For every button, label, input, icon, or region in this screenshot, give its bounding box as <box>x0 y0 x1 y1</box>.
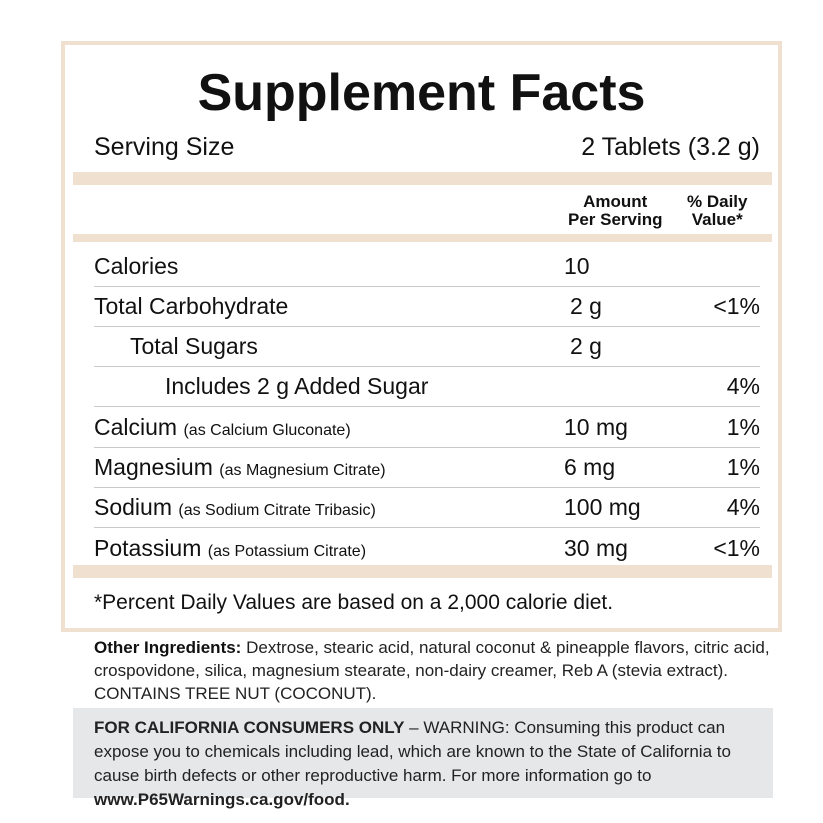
divider-thick-bottom <box>73 565 772 578</box>
dv-header-line1: % Daily <box>687 192 748 211</box>
warning-heading: FOR CALIFORNIA CONSUMERS ONLY <box>94 718 405 737</box>
nutrient-amount: 100 mg <box>564 494 641 520</box>
nutrient-row-magnesium: Magnesium (as Magnesium Citrate) 6 mg 1% <box>94 447 760 488</box>
nutrient-source: (as Magnesium Citrate) <box>219 462 386 479</box>
nutrient-dv: 1% <box>726 414 760 440</box>
nutrient-name: Calcium (as Calcium Gluconate) <box>94 414 351 441</box>
nutrient-name: Potassium (as Potassium Citrate) <box>94 535 366 562</box>
nutrient-amount: 6 mg <box>564 454 616 480</box>
amount-header-line1: Amount <box>583 192 648 211</box>
nutrient-amount: 2 g <box>570 293 602 319</box>
amount-header-line2: Per Serving <box>568 210 663 229</box>
warning-text: – WARNING: Consuming this product can ex… <box>94 718 731 785</box>
nutrient-name: Sodium (as Sodium Citrate Tribasic) <box>94 494 376 521</box>
ingredients-heading: Other Ingredients: <box>94 638 242 657</box>
daily-value-footnote: *Percent Daily Values are based on a 2,0… <box>94 591 614 614</box>
nutrient-name: Magnesium (as Magnesium Citrate) <box>94 454 386 481</box>
other-ingredients: Other Ingredients: Dextrose, stearic aci… <box>94 636 774 705</box>
nutrient-amount: 10 mg <box>564 414 628 440</box>
nutrient-dv: <1% <box>713 293 760 319</box>
panel-title: Supplement Facts <box>197 64 646 122</box>
column-header-daily-value: % Daily Value* <box>687 193 747 229</box>
ingredients-text: Dextrose, stearic acid, natural coconut … <box>94 638 770 703</box>
divider-thick-top <box>73 172 772 185</box>
nutrient-row-sodium: Sodium (as Sodium Citrate Tribasic) 100 … <box>94 487 760 528</box>
nutrient-row-total-sugars: Total Sugars 2 g <box>94 326 760 367</box>
nutrient-amount: 10 <box>564 253 590 279</box>
serving-size-row: Serving Size 2 Tablets (3.2 g) <box>94 133 760 162</box>
nutrient-name-main: Calcium <box>94 414 178 440</box>
nutrient-dv: <1% <box>713 535 760 561</box>
warning-paragraph: FOR CALIFORNIA CONSUMERS ONLY – WARNING:… <box>94 716 774 812</box>
nutrient-name-main: Magnesium <box>94 454 213 480</box>
dv-header-line2: Value* <box>691 210 743 229</box>
divider-thin-header <box>73 234 772 242</box>
nutrient-name: Total Sugars <box>130 333 258 359</box>
nutrient-row-total-carbohydrate: Total Carbohydrate 2 g <1% <box>94 286 760 327</box>
supplement-facts-panel: Supplement Facts Serving Size 2 Tablets … <box>61 41 782 632</box>
serving-size-label: Serving Size <box>94 133 235 161</box>
nutrient-name: Total Carbohydrate <box>94 293 289 319</box>
nutrient-amount: 2 g <box>570 333 602 359</box>
nutrient-dv: 4% <box>726 494 760 520</box>
nutrient-name-main: Sodium <box>94 494 172 520</box>
nutrient-source: (as Potassium Citrate) <box>207 543 367 560</box>
nutrient-row-added-sugar: Includes 2 g Added Sugar 4% <box>94 366 760 407</box>
nutrient-name-main: Potassium <box>94 535 202 561</box>
nutrient-source: (as Sodium Citrate Tribasic) <box>178 502 376 519</box>
nutrient-row-calcium: Calcium (as Calcium Gluconate) 10 mg 1% <box>94 407 760 448</box>
nutrient-row-calories: Calories 10 <box>94 246 760 287</box>
nutrient-name: Calories <box>94 253 179 279</box>
nutrient-source: (as Calcium Gluconate) <box>183 422 351 439</box>
warning-link[interactable]: www.P65Warnings.ca.gov/food. <box>94 790 350 809</box>
prop65-warning-box: FOR CALIFORNIA CONSUMERS ONLY – WARNING:… <box>73 708 773 809</box>
nutrient-dv: 1% <box>726 454 760 480</box>
nutrient-amount: 30 mg <box>564 535 628 561</box>
nutrient-dv: 4% <box>726 373 760 399</box>
nutrient-name: Includes 2 g Added Sugar <box>165 373 429 399</box>
nutrient-row-potassium: Potassium (as Potassium Citrate) 30 mg <… <box>94 528 760 568</box>
column-header-amount: Amount Per Serving <box>568 193 663 229</box>
serving-size-value: 2 Tablets (3.2 g) <box>581 133 760 161</box>
